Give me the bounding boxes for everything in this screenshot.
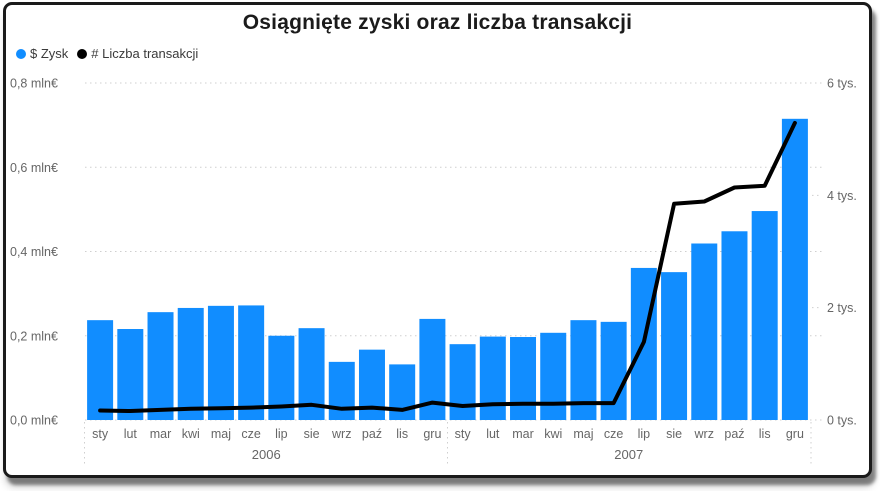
month-label: lut — [124, 427, 138, 441]
left-axis-label: 0,2 mln€ — [10, 329, 58, 343]
month-label: sty — [455, 427, 472, 441]
legend-item-zysk[interactable]: $ Zysk — [16, 46, 68, 61]
month-label: gru — [786, 427, 804, 441]
profit-bar-gru-2007[interactable] — [781, 118, 808, 421]
month-label: cze — [241, 427, 261, 441]
month-label: maj — [211, 427, 231, 441]
month-label: lut — [486, 427, 500, 441]
profit-bar-wrz-2006[interactable] — [328, 361, 355, 420]
month-label: paź — [724, 427, 744, 441]
profit-bar-paź-2007[interactable] — [721, 231, 748, 420]
profit-bar-mar-2006[interactable] — [147, 312, 174, 420]
month-label: mar — [150, 427, 172, 441]
month-label: kwi — [182, 427, 200, 441]
left-axis-label: 0,4 mln€ — [10, 245, 58, 259]
month-label: sty — [92, 427, 109, 441]
zysk-series-dot-icon — [16, 48, 26, 59]
chart-title: Osiągnięte zyski oraz liczba transakcji — [242, 11, 633, 34]
profit-bar-maj-2006[interactable] — [207, 305, 234, 420]
profit-bar-lis-2007[interactable] — [751, 211, 778, 420]
left-axis-label: 0,8 mln€ — [10, 77, 58, 91]
left-axis-label: 0,0 mln€ — [10, 414, 58, 428]
profit-bar-wrz-2007[interactable] — [691, 243, 718, 420]
year-label: 2007 — [614, 447, 643, 462]
transactions-line[interactable] — [98, 120, 797, 413]
month-label: lip — [638, 427, 651, 441]
profit-bar-kwi-2006[interactable] — [177, 307, 204, 420]
month-label: wrz — [694, 427, 714, 441]
profit-bar-mar-2007[interactable] — [510, 337, 537, 420]
profit-bar-sty-2006[interactable] — [87, 320, 114, 420]
month-label: gru — [423, 427, 441, 441]
year-label: 2006 — [252, 447, 281, 462]
month-label: sie — [304, 427, 320, 441]
profit-bar-kwi-2007[interactable] — [540, 332, 567, 420]
profit-bar-sie-2007[interactable] — [661, 272, 688, 420]
profit-bar-cze-2007[interactable] — [600, 321, 627, 420]
month-label: lip — [275, 427, 288, 441]
profit-bar-lut-2006[interactable] — [117, 329, 144, 420]
right-axis-label: 4 tys. — [827, 189, 857, 203]
month-label: sie — [666, 427, 682, 441]
right-axis-label: 0 tys. — [827, 414, 857, 428]
right-axis-label: 2 tys. — [827, 301, 857, 315]
month-label: mar — [512, 427, 534, 441]
profit-bar-sty-2007[interactable] — [449, 344, 476, 420]
month-label: lis — [759, 427, 771, 441]
month-label: wrz — [331, 427, 351, 441]
profit-bar-cze-2006[interactable] — [238, 305, 265, 420]
month-label: paź — [362, 427, 382, 441]
right-axis-label: 6 tys. — [827, 77, 857, 91]
left-axis-label: 0,6 mln€ — [10, 161, 58, 175]
profit-bar-lut-2007[interactable] — [479, 336, 506, 420]
month-label: maj — [573, 427, 593, 441]
transakcje-series-dot-icon — [77, 48, 88, 59]
legend-label-zysk: $ Zysk — [30, 46, 69, 61]
month-label: cze — [604, 427, 624, 441]
legend: $ Zysk # Liczba transakcji — [16, 46, 198, 61]
month-label: kwi — [544, 427, 562, 441]
month-label: lis — [396, 427, 408, 441]
legend-label-transakcje: # Liczba transakcji — [91, 46, 199, 61]
legend-item-transakcje[interactable]: # Liczba transakcji — [77, 46, 198, 61]
